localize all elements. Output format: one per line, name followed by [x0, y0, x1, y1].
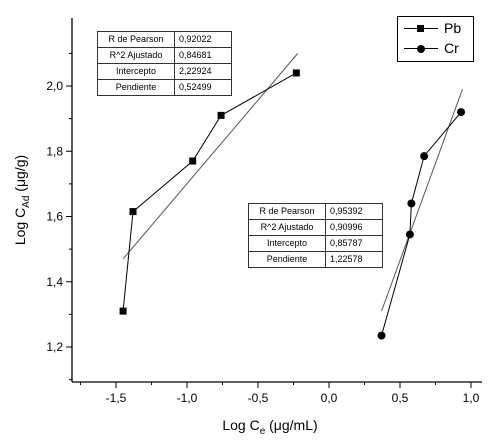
cr-point	[405, 230, 414, 239]
x-tick-label: -1,5	[106, 391, 127, 405]
pb-point	[119, 307, 127, 315]
pb-point	[189, 157, 197, 165]
cr-stat-label: R de Pearson	[248, 203, 326, 220]
cr-stat-value: 1,22578	[325, 251, 383, 268]
pb-series-line	[122, 72, 297, 312]
y-tick-label: 1,2	[46, 340, 63, 354]
cr-point	[407, 199, 416, 208]
cr-fit-line	[381, 89, 463, 312]
data-markers	[119, 69, 466, 340]
cr-stat-label: Pendiente	[248, 251, 326, 268]
x-axis-title-main: Log C	[222, 417, 259, 433]
cr-stat-value: 0,95392	[325, 203, 383, 220]
y-tick-label: 1,6	[46, 210, 63, 224]
square-marker-icon	[417, 25, 424, 32]
cr-stats-table: R de Pearson 0,95392 R^2 Ajustado 0,90996 …	[248, 203, 383, 268]
x-axis-title: Log Ce (μg/mL)	[222, 417, 317, 437]
cr-point	[420, 152, 429, 161]
y-axis-title: Log CAd (μg/g)	[12, 155, 32, 245]
pb-stat-label: Pendiente	[97, 79, 175, 96]
cr-stats-row: R^2 Ajustado 0,90996	[248, 219, 383, 236]
pb-stats-row: R de Pearson 0,92022	[97, 31, 232, 48]
pb-stat-value: 0,92022	[174, 31, 232, 48]
pb-stats-row: Intercepto 2,22924	[97, 63, 232, 80]
cr-stat-label: Intercepto	[248, 235, 326, 252]
pb-stat-label: Intercepto	[97, 63, 175, 80]
cr-point	[457, 108, 466, 117]
y-tick-label: 2,0	[46, 79, 63, 93]
legend-item-cr: Cr	[398, 39, 473, 59]
x-axis-title-unit: (μg/mL)	[265, 417, 317, 433]
pb-point	[129, 208, 137, 216]
x-tick-label: 0,0	[321, 391, 338, 405]
pb-point	[217, 111, 225, 119]
cr-stats-row: R de Pearson 0,95392	[248, 203, 383, 220]
cr-series-line	[381, 111, 462, 336]
y-tick-label: 1,4	[46, 275, 63, 289]
x-tick-label: -0,5	[248, 391, 269, 405]
plot-area	[71, 18, 482, 383]
pb-stat-label: R de Pearson	[97, 31, 175, 48]
x-tick-label: -1,0	[177, 391, 198, 405]
y-tick-label: 1,8	[46, 144, 63, 158]
x-axis-title-sub: e	[260, 426, 266, 437]
y-axis-title-sub: Ad	[21, 196, 32, 208]
y-ticks: 1,2 1,4 1,6 1,8 2,0	[46, 52, 72, 381]
circle-marker-icon	[417, 45, 425, 53]
pb-stats-row: R^2 Ajustado 0,84681	[97, 47, 232, 64]
pb-point	[292, 69, 300, 77]
cr-stat-label: R^2 Ajustado	[248, 219, 326, 236]
y-axis-title-main: Log C	[12, 208, 28, 245]
y-axis-title-unit: (μg/g)	[12, 155, 28, 196]
legend-item-pb: Pb	[398, 19, 473, 39]
pb-stat-value: 0,52499	[174, 79, 232, 96]
legend-label-cr: Cr	[444, 40, 459, 56]
legend-label-pb: Pb	[444, 20, 462, 36]
legend: Pb Cr	[397, 16, 474, 62]
cr-stat-value: 0,90996	[325, 219, 383, 236]
cr-point	[377, 331, 386, 340]
pb-fit-line	[122, 53, 299, 260]
x-tick-label: 1,0	[463, 391, 480, 405]
pb-stat-value: 0,84681	[174, 47, 232, 64]
pb-stats-row: Pendiente 0,52499	[97, 79, 232, 96]
cr-stats-row: Pendiente 1,22578	[248, 251, 383, 268]
x-tick-label: 0,5	[392, 391, 409, 405]
cr-stats-row: Intercepto 0,85787	[248, 235, 383, 252]
cr-stat-value: 0,85787	[325, 235, 383, 252]
pb-stats-table: R de Pearson 0,92022 R^2 Ajustado 0,84681 …	[97, 31, 232, 96]
pb-stat-label: R^2 Ajustado	[97, 47, 175, 64]
x-ticks: -1,5 -1,0 -0,5 0,0 0,5 1,0	[80, 382, 480, 405]
pb-stat-value: 2,22924	[174, 63, 232, 80]
